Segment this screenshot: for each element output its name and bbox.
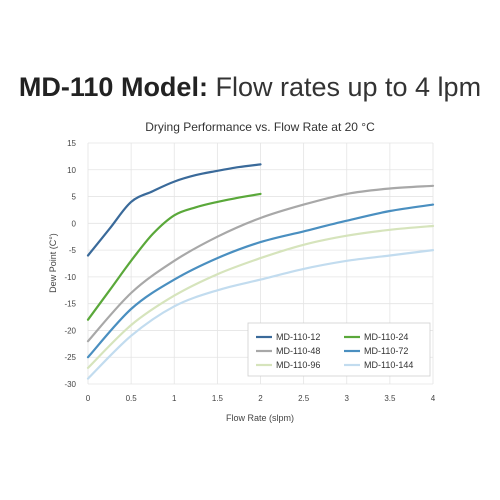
x-tick-label: 2 (258, 394, 263, 403)
y-tick-labels: 15 10 5 0 -5 -10 -15 -20 -25 -30 (64, 139, 76, 389)
x-axis-title: Flow Rate (slpm) (226, 413, 294, 423)
heading-model: MD-110 Model: (18, 72, 208, 102)
y-tick-label: 15 (67, 139, 76, 148)
x-tick-labels: 0 0.5 1 1.5 2 2.5 3 3.5 4 (86, 394, 436, 403)
legend-label: MD-110-24 (364, 332, 408, 342)
x-tick-label: 4 (431, 394, 436, 403)
y-tick-label: -30 (64, 380, 76, 389)
heading-subtitle: Flow rates up to 4 lpm (215, 72, 482, 102)
legend-box (247, 322, 431, 377)
series-line-md-110-12 (86, 163, 262, 257)
y-tick-label: 5 (72, 193, 77, 202)
y-axis-title: Dew Point (C°) (48, 233, 58, 293)
y-tick-label: 0 (72, 219, 77, 228)
legend: MD-110-12 MD-110-24 MD-110-48 MD-110-72 MD-1… (247, 322, 431, 377)
series-line-md-110-144 (86, 249, 435, 380)
x-tick-label: 0.5 (126, 394, 138, 403)
series-line-md-110-24 (86, 192, 262, 321)
y-tick-label: -20 (64, 326, 76, 335)
x-tick-label: 3.5 (384, 394, 396, 403)
legend-label: MD-110-72 (364, 346, 408, 356)
y-tick-label: -25 (64, 353, 76, 362)
legend-label: MD-110-96 (276, 360, 320, 370)
y-tick-label: 10 (67, 166, 76, 175)
x-tick-label: 3 (345, 394, 350, 403)
x-tick-label: 1 (172, 394, 177, 403)
x-tick-label: 2.5 (298, 394, 310, 403)
legend-label: MD-110-48 (276, 346, 320, 356)
chart-title: Drying Performance vs. Flow Rate at 20 °… (145, 120, 375, 134)
legend-label: MD-110-144 (364, 360, 413, 370)
x-tick-label: 1.5 (212, 394, 224, 403)
series-line-md-110-48 (86, 184, 435, 343)
y-tick-label: -10 (64, 273, 76, 282)
y-tick-label: -15 (64, 300, 76, 309)
series-line-md-110-72 (86, 203, 435, 359)
page-heading: MD-110 Model: Flow rates up to 4 lpm (0, 70, 500, 104)
series-lines (86, 163, 435, 380)
legend-label: MD-110-12 (276, 332, 320, 342)
x-tick-label: 0 (86, 394, 91, 403)
y-tick-label: -5 (69, 246, 77, 255)
series-line-md-110-96 (86, 224, 435, 369)
